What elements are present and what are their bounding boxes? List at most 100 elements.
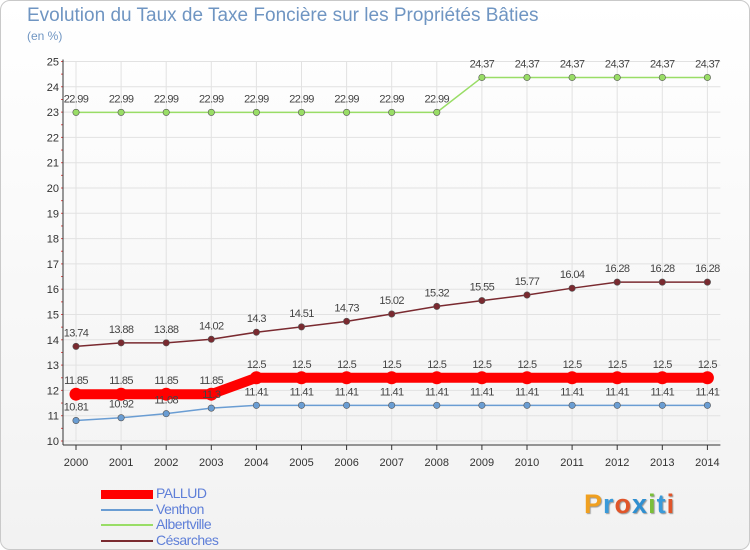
data-point-venthon bbox=[343, 401, 351, 409]
data-point-venthon bbox=[388, 401, 396, 409]
data-point-cesarches bbox=[523, 291, 531, 299]
data-point-cesarches bbox=[568, 284, 576, 292]
data-point-venthon bbox=[433, 401, 441, 409]
data-label-venthon: 11.41 bbox=[605, 386, 629, 398]
data-point-cesarches bbox=[297, 323, 305, 331]
data-point-pallud bbox=[69, 387, 83, 401]
legend-label-cesarches: Césarches bbox=[156, 531, 219, 548]
data-point-pallud bbox=[340, 371, 354, 385]
brand-letter: i bbox=[666, 489, 676, 519]
x-tick-label: 2002 bbox=[154, 457, 178, 469]
data-label-pallud: 12.5 bbox=[292, 359, 311, 371]
data-point-pallud bbox=[430, 371, 444, 385]
y-tick-label: 11 bbox=[48, 411, 59, 423]
legend-swatch-pallud bbox=[101, 489, 153, 499]
data-point-pallud bbox=[700, 371, 714, 385]
data-label-pallud: 12.5 bbox=[472, 359, 491, 371]
data-label-albertville: 22.99 bbox=[289, 93, 314, 105]
data-point-pallud bbox=[159, 387, 173, 401]
x-tick-label: 2012 bbox=[605, 457, 629, 469]
brand-letter: r bbox=[603, 489, 615, 519]
legend-label-venthon: Venthon bbox=[156, 500, 204, 517]
data-label-cesarches: 13.88 bbox=[154, 324, 179, 336]
data-point-venthon bbox=[252, 401, 260, 409]
data-label-cesarches: 15.77 bbox=[515, 276, 540, 288]
y-tick-label: 15 bbox=[47, 310, 59, 322]
data-label-cesarches: 13.88 bbox=[109, 324, 134, 336]
data-point-venthon bbox=[703, 401, 711, 409]
data-point-albertville bbox=[162, 108, 170, 116]
data-label-albertville: 22.99 bbox=[64, 93, 89, 105]
data-label-pallud: 12.5 bbox=[563, 359, 582, 371]
x-tick-label: 2007 bbox=[379, 457, 403, 469]
data-point-cesarches bbox=[613, 278, 621, 286]
data-label-albertville: 22.99 bbox=[199, 93, 224, 105]
y-tick-label: 20 bbox=[47, 183, 59, 195]
data-label-pallud: 11.85 bbox=[154, 375, 178, 387]
data-label-venthon: 11.41 bbox=[290, 386, 314, 398]
x-tick-label: 2008 bbox=[425, 457, 449, 469]
data-point-cesarches bbox=[162, 339, 170, 347]
data-label-venthon: 11.08 bbox=[154, 395, 178, 407]
data-label-albertville: 22.99 bbox=[154, 93, 179, 105]
data-label-cesarches: 16.04 bbox=[560, 269, 585, 281]
brand-letter: x bbox=[632, 489, 649, 519]
data-point-pallud bbox=[249, 371, 263, 385]
data-point-albertville bbox=[297, 108, 305, 116]
data-label-venthon: 11.41 bbox=[245, 386, 269, 398]
data-point-pallud bbox=[655, 371, 669, 385]
data-label-albertville: 22.99 bbox=[109, 93, 134, 105]
data-point-albertville bbox=[613, 73, 621, 81]
data-label-venthon: 11.41 bbox=[335, 386, 359, 398]
y-tick-label: 19 bbox=[47, 208, 59, 220]
y-tick-label: 12 bbox=[47, 385, 59, 397]
data-point-cesarches bbox=[658, 278, 666, 286]
data-point-cesarches bbox=[207, 335, 215, 343]
data-point-albertville bbox=[252, 108, 260, 116]
data-point-albertville bbox=[207, 108, 215, 116]
x-tick-label: 2009 bbox=[470, 457, 494, 469]
legend-label-albertville: Albertville bbox=[156, 516, 212, 532]
brand-letter: o bbox=[614, 489, 633, 519]
data-point-cesarches bbox=[252, 328, 260, 336]
data-point-venthon bbox=[297, 401, 305, 409]
data-label-cesarches: 15.55 bbox=[470, 282, 495, 294]
y-tick-label: 17 bbox=[47, 259, 59, 271]
data-label-pallud: 12.5 bbox=[247, 359, 266, 371]
data-point-venthon bbox=[568, 401, 576, 409]
data-label-pallud: 12.5 bbox=[382, 359, 401, 371]
data-label-cesarches: 16.28 bbox=[605, 263, 630, 275]
x-tick-label: 2004 bbox=[244, 457, 268, 469]
data-point-pallud bbox=[520, 371, 534, 385]
data-point-cesarches bbox=[388, 310, 396, 318]
y-tick-label: 24 bbox=[47, 82, 59, 94]
data-point-pallud bbox=[565, 371, 579, 385]
data-point-cesarches bbox=[703, 278, 711, 286]
x-tick-label: 2014 bbox=[695, 457, 719, 469]
data-label-albertville: 24.37 bbox=[515, 58, 540, 70]
x-tick-label: 2013 bbox=[650, 457, 674, 469]
legend-swatch-cesarches bbox=[101, 539, 153, 542]
data-label-venthon: 11.41 bbox=[470, 386, 494, 398]
x-tick-label: 2005 bbox=[289, 457, 313, 469]
data-point-venthon bbox=[658, 401, 666, 409]
data-point-pallud bbox=[475, 371, 489, 385]
data-label-cesarches: 16.28 bbox=[695, 263, 720, 275]
x-tick-label: 2011 bbox=[560, 457, 584, 469]
data-point-venthon bbox=[207, 404, 215, 412]
brand-letter: P bbox=[584, 489, 604, 519]
legend-label-pallud: PALLUD bbox=[156, 485, 207, 501]
data-label-albertville: 24.37 bbox=[470, 58, 495, 70]
data-point-cesarches bbox=[433, 302, 441, 310]
data-point-albertville bbox=[568, 73, 576, 81]
data-label-albertville: 22.99 bbox=[425, 93, 450, 105]
x-tick-label: 2000 bbox=[64, 457, 88, 469]
data-point-albertville bbox=[72, 108, 80, 116]
data-point-pallud bbox=[114, 387, 128, 401]
data-label-cesarches: 15.32 bbox=[425, 287, 450, 299]
data-label-venthon: 11.41 bbox=[650, 386, 674, 398]
data-point-venthon bbox=[478, 401, 486, 409]
data-point-venthon bbox=[613, 401, 621, 409]
data-point-albertville bbox=[343, 108, 351, 116]
data-point-venthon bbox=[72, 417, 80, 425]
